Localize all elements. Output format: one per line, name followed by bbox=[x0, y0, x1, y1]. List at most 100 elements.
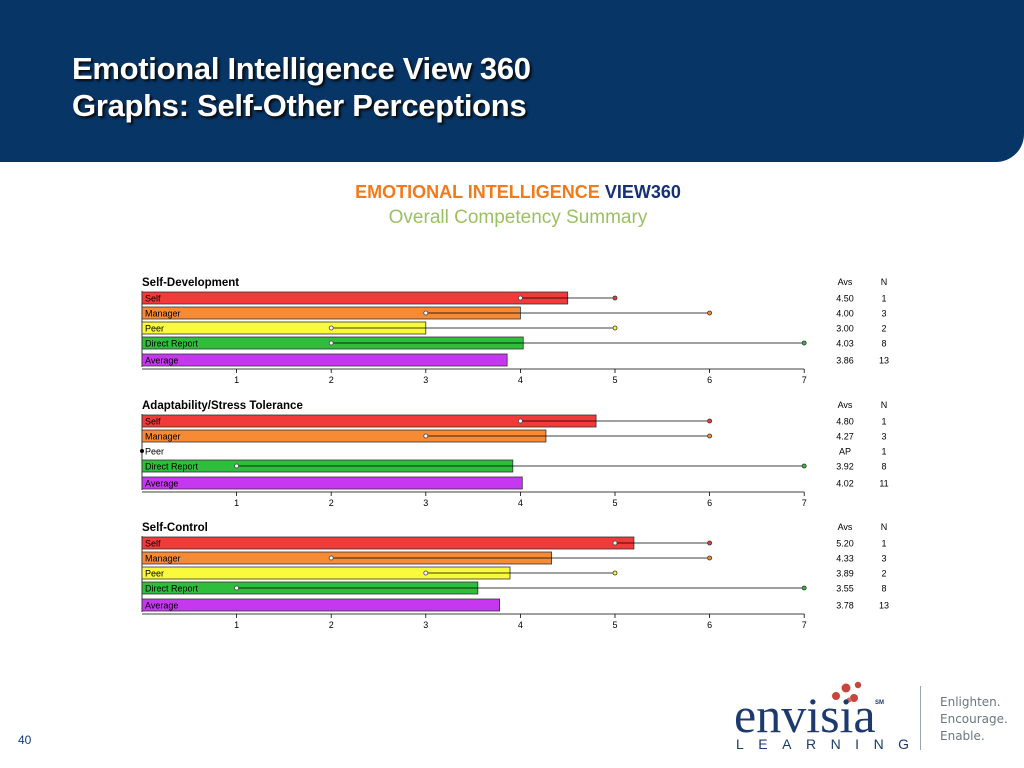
panel-1-manager-range-max-point bbox=[707, 310, 712, 316]
panel-1-n-header: N bbox=[881, 277, 888, 287]
panel-2-average-avs: 4.02 bbox=[836, 479, 854, 489]
panel-3-manager-range-min-point bbox=[328, 555, 334, 561]
panel-3-direct-report-range-min-point bbox=[234, 585, 240, 591]
panel-3-x-tick-label-4: 4 bbox=[518, 620, 523, 630]
panel-3-self-avs: 5.20 bbox=[836, 539, 854, 549]
panel-2-self-range-min-point bbox=[518, 418, 523, 424]
panel-3-average-avs: 3.78 bbox=[836, 601, 854, 611]
panel-1-direct-report-range-max-point bbox=[801, 340, 807, 346]
panel-3-self-range-min-point bbox=[612, 540, 618, 546]
panel-3-average-label: Average bbox=[145, 601, 178, 611]
report-heading: EMOTIONAL INTELLIGENCE VIEW360 bbox=[0, 182, 1024, 203]
panel-1-self-n: 1 bbox=[881, 294, 886, 304]
panel-2-self-range-max-point bbox=[707, 418, 712, 424]
panel-2-peer-avs: AP bbox=[839, 447, 851, 457]
panel-1-peer-label: Peer bbox=[145, 324, 164, 334]
slide-title-line2: Graphs: Self-Other Perceptions bbox=[72, 88, 527, 123]
panel-3-manager-label: Manager bbox=[145, 554, 181, 564]
panel-1-average-bar bbox=[141, 353, 508, 367]
panel-3-title: Self-Control bbox=[142, 522, 208, 534]
panel-2-peer-zero-point bbox=[140, 449, 144, 453]
panel-3-direct-report-n: 8 bbox=[881, 584, 886, 594]
panel-3-x-tick-label-2: 2 bbox=[329, 620, 334, 630]
panel-1-manager-label: Manager bbox=[145, 309, 181, 319]
panel-2-x-tick-label-1: 1 bbox=[234, 498, 239, 508]
slide-title: Emotional Intelligence View 360 Graphs: … bbox=[72, 50, 531, 124]
panel-3-direct-report-avs: 3.55 bbox=[836, 584, 854, 594]
panel-3-x-tick-label-5: 5 bbox=[612, 620, 617, 630]
panel-2-direct-report-label: Direct Report bbox=[145, 462, 199, 472]
panel-1-self-range-min-point bbox=[518, 295, 523, 301]
panel-3-self-label: Self bbox=[145, 539, 161, 549]
panel-1-x-tick-label-4: 4 bbox=[518, 375, 523, 385]
panel-1-avs-header: Avs bbox=[838, 277, 853, 287]
panel-1-x-tick-label-1: 1 bbox=[234, 375, 239, 385]
panel-2-average-n: 11 bbox=[879, 479, 888, 489]
panel-2-x-tick-label-2: 2 bbox=[329, 498, 334, 508]
panel-3-x-tick-label-1: 1 bbox=[234, 620, 239, 630]
panel-3-manager-range-max-point bbox=[707, 555, 712, 561]
tagline-1: Enlighten. bbox=[940, 695, 1001, 709]
panel-1-self-label: Self bbox=[145, 294, 161, 304]
panel-2-x-tick-label-6: 6 bbox=[707, 498, 712, 508]
tagline-3: Enable. bbox=[940, 729, 985, 743]
panel-2-manager-range-max-point bbox=[707, 433, 712, 439]
envisia-logo: envisia SM LEARNING Enlighten. Encourage… bbox=[730, 676, 1010, 756]
panel-1-direct-report-range-min-point bbox=[328, 340, 334, 346]
header-band bbox=[0, 0, 1024, 162]
panel-2-self-n: 1 bbox=[881, 417, 886, 427]
panel-1-manager-avs: 4.00 bbox=[836, 309, 854, 319]
logo-divider bbox=[920, 686, 921, 750]
panel-1-peer-n: 2 bbox=[881, 324, 886, 334]
panel-1-peer-range-min-point bbox=[328, 325, 334, 331]
panel-1-x-tick-label-5: 5 bbox=[612, 375, 617, 385]
panel-3-self-n: 1 bbox=[881, 539, 886, 549]
logo-wordmark: envisia bbox=[734, 687, 876, 743]
panel-2-title: Adaptability/Stress Tolerance bbox=[142, 400, 303, 412]
panel-1-direct-report-n: 8 bbox=[881, 339, 886, 349]
panel-3-self-range-max-point bbox=[707, 540, 712, 546]
panel-1-self-bar bbox=[141, 291, 569, 305]
panel-2-peer-label: Peer bbox=[145, 447, 164, 457]
panel-1-average-n: 13 bbox=[879, 356, 889, 366]
logo-sm-mark: SM bbox=[875, 700, 884, 706]
panel-2-average-bar bbox=[141, 476, 523, 490]
panel-1-title: Self-Development bbox=[142, 277, 239, 289]
report-heading-part1: EMOTIONAL INTELLIGENCE bbox=[355, 182, 605, 202]
page-number: 40 bbox=[18, 733, 32, 747]
panel-1-average-label: Average bbox=[145, 356, 178, 366]
panel-1-average-avs: 3.86 bbox=[836, 356, 854, 366]
panel-2-x-tick-label-7: 7 bbox=[802, 498, 807, 508]
panel-1-x-tick-label-3: 3 bbox=[423, 375, 428, 385]
panel-2-direct-report-avs: 3.92 bbox=[836, 462, 854, 472]
panel-3-peer-range-min-point bbox=[423, 570, 429, 576]
panel-3-direct-report-range-max-point bbox=[801, 585, 807, 591]
report-subtitle: Overall Competency Summary bbox=[388, 207, 648, 228]
panel-2-manager-avs: 4.27 bbox=[836, 432, 854, 442]
panel-1-x-tick-label-2: 2 bbox=[329, 375, 334, 385]
panel-2-peer-n: 1 bbox=[881, 447, 886, 457]
panel-3-peer-avs: 3.89 bbox=[836, 569, 854, 579]
panel-3-n-header: N bbox=[881, 522, 888, 532]
panel-3-manager-avs: 4.33 bbox=[836, 554, 854, 564]
panel-3-manager-n: 3 bbox=[881, 554, 886, 564]
panel-3-peer-label: Peer bbox=[145, 569, 164, 579]
panel-2-self-label: Self bbox=[145, 417, 161, 427]
panel-1-direct-report-avs: 4.03 bbox=[836, 339, 854, 349]
panel-2-n-header: N bbox=[881, 400, 888, 410]
panel-3-self-bar bbox=[141, 536, 635, 550]
panel-2-direct-report-range-max-point bbox=[801, 463, 807, 469]
logo-dots-icon bbox=[832, 681, 862, 703]
panel-2-avs-header: Avs bbox=[838, 400, 853, 410]
panel-2-manager-label: Manager bbox=[145, 432, 181, 442]
tagline-2: Encourage. bbox=[940, 712, 1008, 726]
panel-1-manager-n: 3 bbox=[881, 309, 886, 319]
logo-subword: LEARNING bbox=[736, 736, 924, 752]
panel-3-avs-header: Avs bbox=[838, 522, 853, 532]
slide-title-line1: Emotional Intelligence View 360 bbox=[72, 51, 531, 86]
panel-1-peer-range-max-point bbox=[612, 325, 618, 331]
panel-2-self-avs: 4.80 bbox=[836, 417, 854, 427]
panel-3-x-tick-label-7: 7 bbox=[802, 620, 807, 630]
logo-tagline: Enlighten. Encourage. Enable. bbox=[940, 694, 1008, 745]
